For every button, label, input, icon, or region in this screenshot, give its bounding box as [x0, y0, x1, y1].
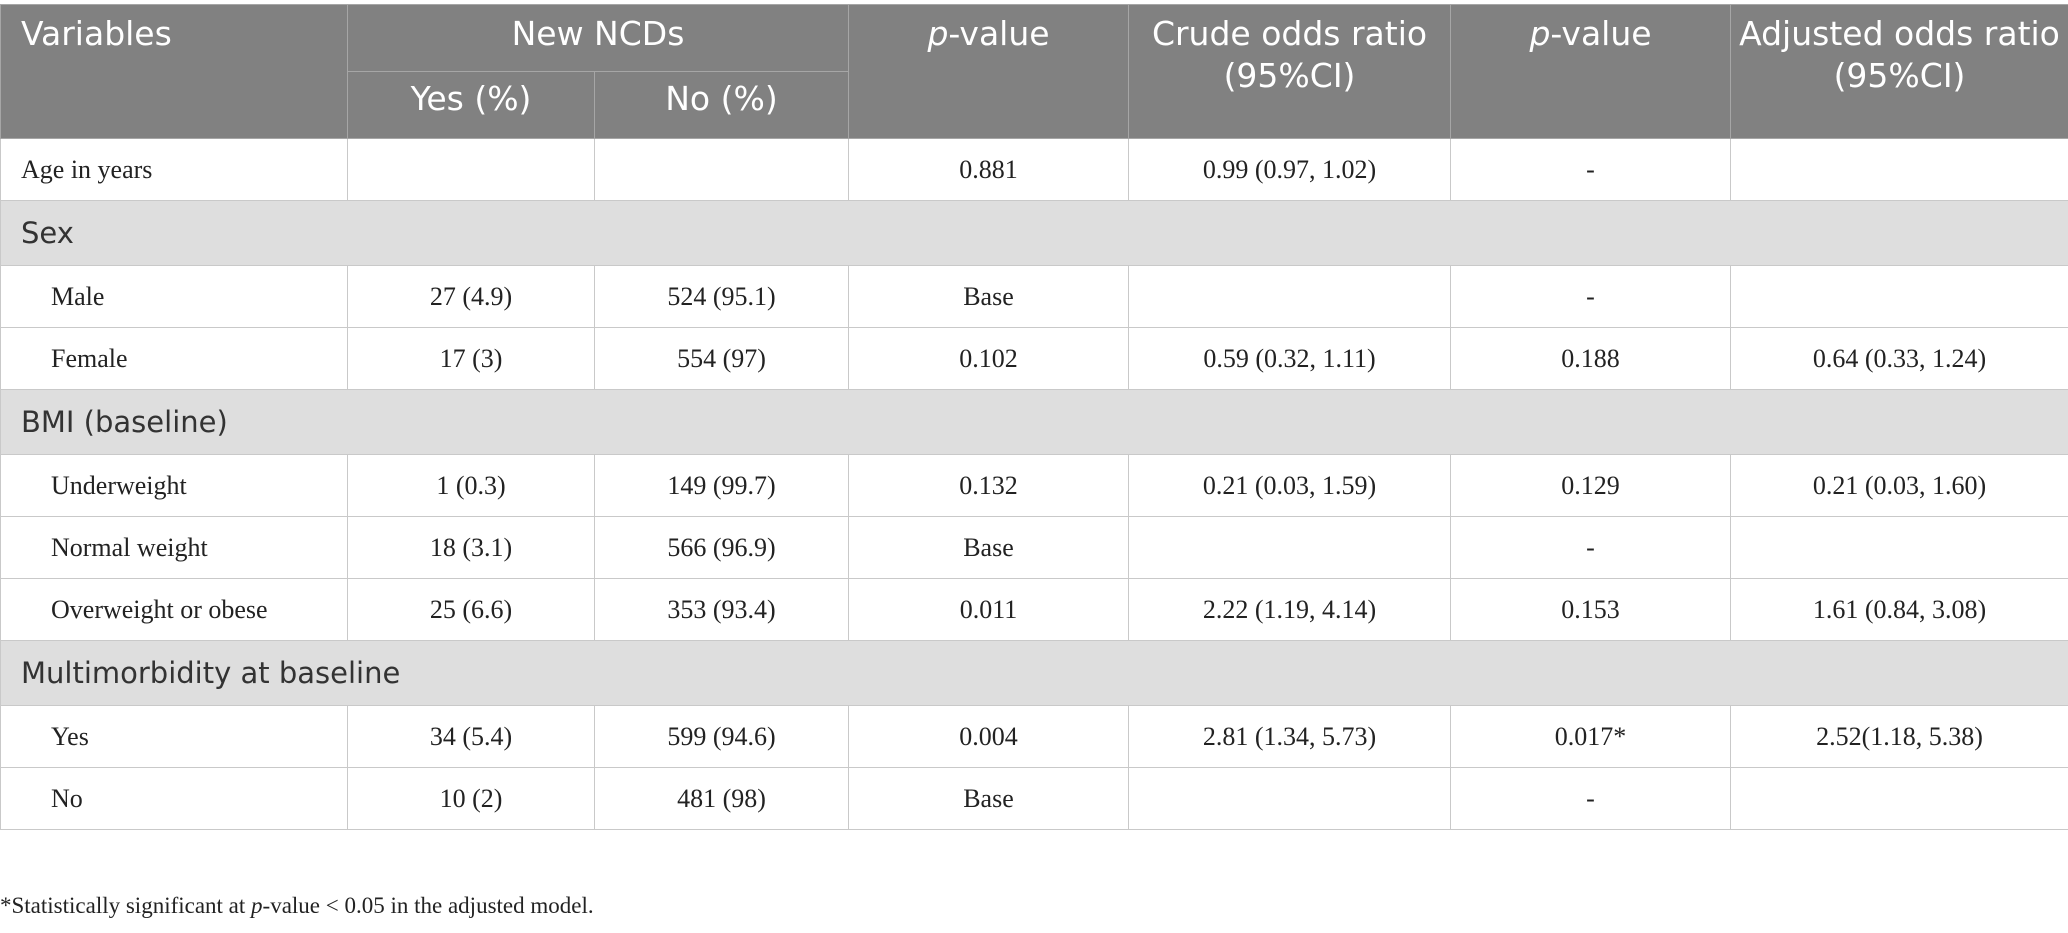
table-row: Underweight 1 (0.3) 149 (99.7) 0.132 0.2…: [0, 454, 2068, 517]
header-yes: Yes (%): [347, 71, 595, 139]
cell-no: 481 (98): [594, 767, 849, 830]
cell-crude-or: 0.59 (0.32, 1.11): [1128, 327, 1451, 390]
header-no: No (%): [594, 71, 849, 139]
row-label: No: [0, 767, 348, 830]
cell-crude-or: 0.21 (0.03, 1.59): [1128, 454, 1451, 517]
cell-crude-or: 2.22 (1.19, 4.14): [1128, 578, 1451, 641]
row-label: Age in years: [0, 138, 348, 201]
cell-adjusted-p-value: 0.188: [1450, 327, 1731, 390]
cell-adjusted-p-value: -: [1450, 516, 1731, 579]
cell-adjusted-or: [1730, 516, 2068, 579]
table-row: Male 27 (4.9) 524 (95.1) Base -: [0, 265, 2068, 328]
cell-adjusted-or: [1730, 138, 2068, 201]
cell-no: 353 (93.4): [594, 578, 849, 641]
cell-adjusted-p-value: -: [1450, 138, 1731, 201]
cell-adjusted-or: 0.64 (0.33, 1.24): [1730, 327, 2068, 390]
cell-no: 149 (99.7): [594, 454, 849, 517]
cell-crude-or: [1128, 767, 1451, 830]
header-adjusted-odds-ratio: Adjusted odds ratio (95%CI): [1730, 4, 2068, 139]
cell-adjusted-p-value: 0.017*: [1450, 705, 1731, 768]
cell-no: 566 (96.9): [594, 516, 849, 579]
cell-p-value: Base: [848, 516, 1129, 579]
cell-yes: 18 (3.1): [347, 516, 595, 579]
cell-p-value: 0.881: [848, 138, 1129, 201]
cell-adjusted-p-value: -: [1450, 265, 1731, 328]
cell-p-value: 0.102: [848, 327, 1129, 390]
section-label: Multimorbidity at baseline: [0, 640, 2068, 706]
table-row: Age in years 0.881 0.99 (0.97, 1.02) -: [0, 138, 2068, 201]
header-crude-odds-ratio: Crude odds ratio (95%CI): [1128, 4, 1451, 139]
table-row: No 10 (2) 481 (98) Base -: [0, 767, 2068, 830]
cell-adjusted-or: 1.61 (0.84, 3.08): [1730, 578, 2068, 641]
table-row: Overweight or obese 25 (6.6) 353 (93.4) …: [0, 578, 2068, 641]
cell-yes: 10 (2): [347, 767, 595, 830]
header-adjusted-p-value: p-value: [1450, 4, 1731, 139]
section-row: BMI (baseline): [0, 389, 2068, 455]
row-label: Overweight or obese: [0, 578, 348, 641]
cell-crude-or: 0.99 (0.97, 1.02): [1128, 138, 1451, 201]
cell-no: [594, 138, 849, 201]
cell-yes: 25 (6.6): [347, 578, 595, 641]
table-row: Female 17 (3) 554 (97) 0.102 0.59 (0.32,…: [0, 327, 2068, 390]
cell-p-value: Base: [848, 265, 1129, 328]
cell-yes: 1 (0.3): [347, 454, 595, 517]
row-label: Normal weight: [0, 516, 348, 579]
cell-no: 524 (95.1): [594, 265, 849, 328]
cell-adjusted-p-value: -: [1450, 767, 1731, 830]
cell-no: 599 (94.6): [594, 705, 849, 768]
cell-yes: 17 (3): [347, 327, 595, 390]
table-row: Yes 34 (5.4) 599 (94.6) 0.004 2.81 (1.34…: [0, 705, 2068, 768]
row-label: Yes: [0, 705, 348, 768]
section-row: Multimorbidity at baseline: [0, 640, 2068, 706]
header-p-value: p-value: [848, 4, 1129, 139]
cell-adjusted-or: 0.21 (0.03, 1.60): [1730, 454, 2068, 517]
cell-yes: 34 (5.4): [347, 705, 595, 768]
row-label: Female: [0, 327, 348, 390]
header-new-ncds: New NCDs: [347, 4, 849, 72]
table-row: Normal weight 18 (3.1) 566 (96.9) Base -: [0, 516, 2068, 579]
section-row: Sex: [0, 200, 2068, 266]
cell-no: 554 (97): [594, 327, 849, 390]
row-label: Underweight: [0, 454, 348, 517]
cell-crude-or: 2.81 (1.34, 5.73): [1128, 705, 1451, 768]
cell-crude-or: [1128, 265, 1451, 328]
cell-adjusted-p-value: 0.153: [1450, 578, 1731, 641]
row-label: Male: [0, 265, 348, 328]
cell-adjusted-or: [1730, 265, 2068, 328]
cell-p-value: Base: [848, 767, 1129, 830]
footnote: *Statistically significant at p-value < …: [0, 893, 594, 918]
section-label: BMI (baseline): [0, 389, 2068, 455]
cell-adjusted-or: 2.52(1.18, 5.38): [1730, 705, 2068, 768]
header-variables: Variables: [0, 4, 348, 139]
results-table: Variables New NCDs p-value Crude odds ra…: [0, 4, 2068, 830]
cell-p-value: 0.132: [848, 454, 1129, 517]
cell-yes: [347, 138, 595, 201]
cell-crude-or: [1128, 516, 1451, 579]
cell-yes: 27 (4.9): [347, 265, 595, 328]
cell-p-value: 0.004: [848, 705, 1129, 768]
cell-p-value: 0.011: [848, 578, 1129, 641]
section-label: Sex: [0, 200, 2068, 266]
cell-adjusted-p-value: 0.129: [1450, 454, 1731, 517]
cell-adjusted-or: [1730, 767, 2068, 830]
